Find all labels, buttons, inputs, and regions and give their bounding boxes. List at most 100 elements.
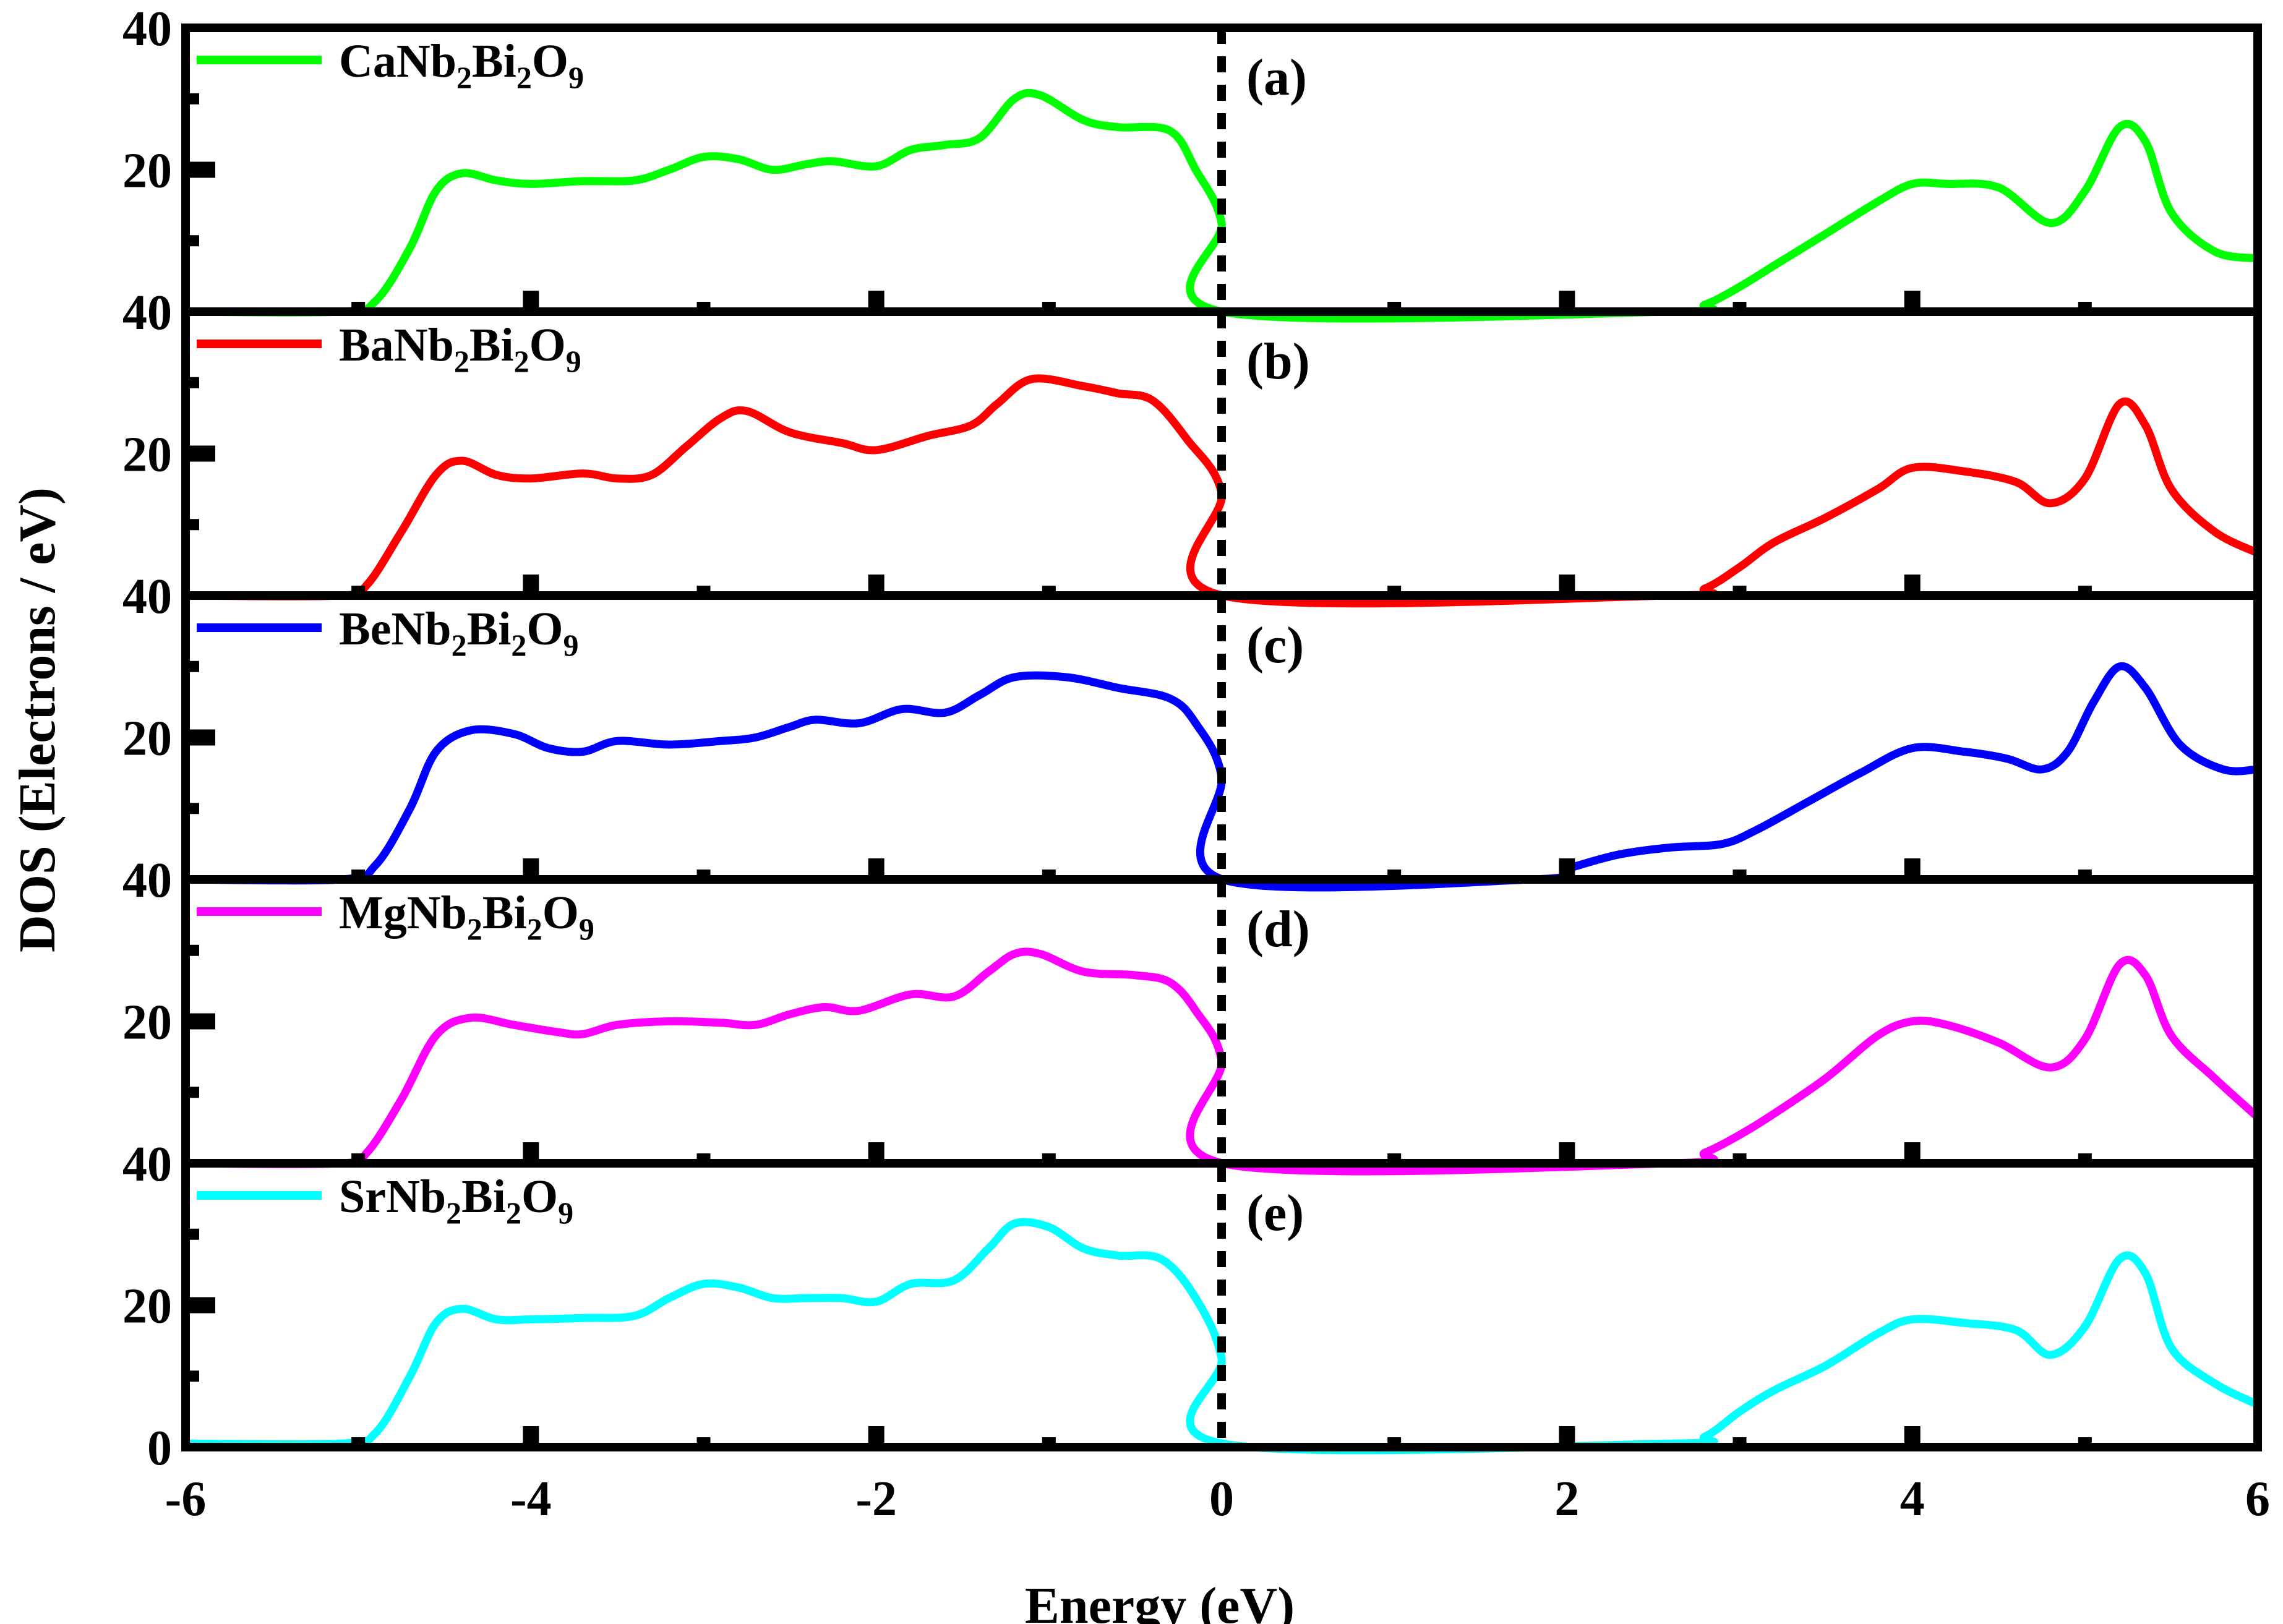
x-major-tick xyxy=(1559,1426,1575,1447)
y-tick-label: 20 xyxy=(122,428,172,482)
x-tick-label: -6 xyxy=(165,1472,207,1526)
x-minor-tick xyxy=(1733,1437,1747,1447)
y-major-tick xyxy=(186,445,215,462)
x-major-tick xyxy=(1559,291,1575,312)
y-tick-label: 0 xyxy=(147,1421,172,1476)
x-minor-tick xyxy=(351,1437,366,1447)
x-minor-tick xyxy=(2078,1437,2092,1447)
y-tick-label: 40 xyxy=(122,570,172,624)
legend-label-4: MgNb2Bi2O9 xyxy=(339,887,594,946)
y-minor-tick xyxy=(186,377,199,388)
x-minor-tick xyxy=(351,1153,366,1163)
x-minor-tick xyxy=(1387,870,1402,879)
x-minor-tick xyxy=(351,870,366,879)
y-tick-label: 40 xyxy=(122,853,172,908)
y-minor-tick xyxy=(186,944,199,956)
x-major-tick xyxy=(1904,858,1921,879)
x-major-tick xyxy=(523,858,539,879)
x-minor-tick xyxy=(2078,586,2092,596)
x-minor-tick xyxy=(1042,870,1056,879)
x-minor-tick xyxy=(696,870,711,879)
x-minor-tick xyxy=(1733,870,1747,879)
x-tick-label: -2 xyxy=(855,1472,897,1526)
labels-layer: CaNb2Bi2O9 (a) BaNb2Bi2O9 (b) BeNb2Bi2O9 (c) M… xyxy=(197,35,1310,1242)
x-minor-tick xyxy=(1733,302,1747,312)
x-axis-title: Energy (eV) xyxy=(1025,1577,1295,1624)
x-major-tick xyxy=(523,291,539,312)
x-major-tick xyxy=(523,1426,539,1447)
x-minor-tick xyxy=(351,302,366,312)
dos-curve-4 xyxy=(181,947,2262,1176)
panel-label-4: (d) xyxy=(1246,900,1310,958)
dos-curve-2 xyxy=(181,374,2262,608)
x-minor-tick xyxy=(1042,302,1056,312)
y-minor-tick xyxy=(186,235,199,247)
x-minor-tick xyxy=(696,1153,711,1163)
panel-label-1: (a) xyxy=(1246,49,1307,106)
x-major-tick xyxy=(868,1142,885,1163)
x-major-tick xyxy=(1559,858,1575,879)
legend-label-3: BeNb2Bi2O9 xyxy=(339,603,579,662)
y-tick-label: 20 xyxy=(122,1280,172,1334)
y-minor-tick xyxy=(186,93,199,105)
x-major-tick xyxy=(1559,1142,1575,1163)
x-major-tick xyxy=(868,1426,885,1447)
panel-label-3: (c) xyxy=(1246,617,1304,674)
panels-layer xyxy=(181,88,2262,1455)
x-major-tick xyxy=(1559,575,1575,596)
legend-label-5: SrNb2Bi2O9 xyxy=(339,1171,573,1230)
x-minor-tick xyxy=(696,302,711,312)
panel-label-2: (b) xyxy=(1246,333,1310,390)
x-tick-label: 6 xyxy=(2245,1472,2270,1526)
y-tick-label: 40 xyxy=(122,1137,172,1192)
x-minor-tick xyxy=(351,586,366,596)
y-tick-label: 40 xyxy=(122,853,172,908)
y-tick-label: 40 xyxy=(122,286,172,340)
dos-curve-5 xyxy=(181,1218,2262,1455)
y-minor-tick xyxy=(186,803,199,814)
y-minor-tick xyxy=(186,1370,199,1382)
x-tick-label: 2 xyxy=(1554,1472,1579,1526)
x-major-tick xyxy=(1904,1426,1921,1447)
x-major-tick xyxy=(1904,1142,1921,1163)
y-axis-title: DOS (Electrons / eV) xyxy=(9,487,66,952)
x-major-tick xyxy=(523,575,539,596)
x-minor-tick xyxy=(2078,870,2092,879)
y-tick-label: 20 xyxy=(122,996,172,1050)
x-tick-label: 0 xyxy=(1209,1472,1234,1526)
y-tick-label: 20 xyxy=(122,144,172,199)
y-major-tick xyxy=(186,1297,215,1314)
x-minor-tick xyxy=(696,1437,711,1447)
y-major-tick xyxy=(186,161,215,178)
x-major-tick xyxy=(1904,291,1921,312)
y-minor-tick xyxy=(186,660,199,672)
x-minor-tick xyxy=(1042,1153,1056,1163)
x-minor-tick xyxy=(1042,1437,1056,1447)
x-minor-tick xyxy=(1733,1153,1747,1163)
x-minor-tick xyxy=(1042,586,1056,596)
x-tick-label: 4 xyxy=(1900,1472,1925,1526)
x-minor-tick xyxy=(2078,302,2092,312)
y-tick-label: 40 xyxy=(122,1137,172,1192)
dos-curve-3 xyxy=(181,662,2262,892)
x-minor-tick xyxy=(2078,1153,2092,1163)
x-major-tick xyxy=(523,1142,539,1163)
y-tick-label: 40 xyxy=(122,2,172,56)
legend-label-2: BaNb2Bi2O9 xyxy=(339,319,581,378)
x-major-tick xyxy=(868,575,885,596)
x-minor-tick xyxy=(1387,1437,1402,1447)
y-tick-label: 40 xyxy=(122,570,172,624)
y-major-tick xyxy=(186,729,215,746)
y-minor-tick xyxy=(186,1087,199,1098)
y-tick-label: 20 xyxy=(122,712,172,766)
x-minor-tick xyxy=(696,586,711,596)
x-minor-tick xyxy=(1387,586,1402,596)
y-tick-label: 40 xyxy=(122,286,172,340)
y-minor-tick xyxy=(186,519,199,531)
y-minor-tick xyxy=(186,1228,199,1240)
legend-label-1: CaNb2Bi2O9 xyxy=(339,35,584,95)
panel-label-5: (e) xyxy=(1246,1184,1304,1242)
dos-curve-1 xyxy=(181,88,2262,323)
